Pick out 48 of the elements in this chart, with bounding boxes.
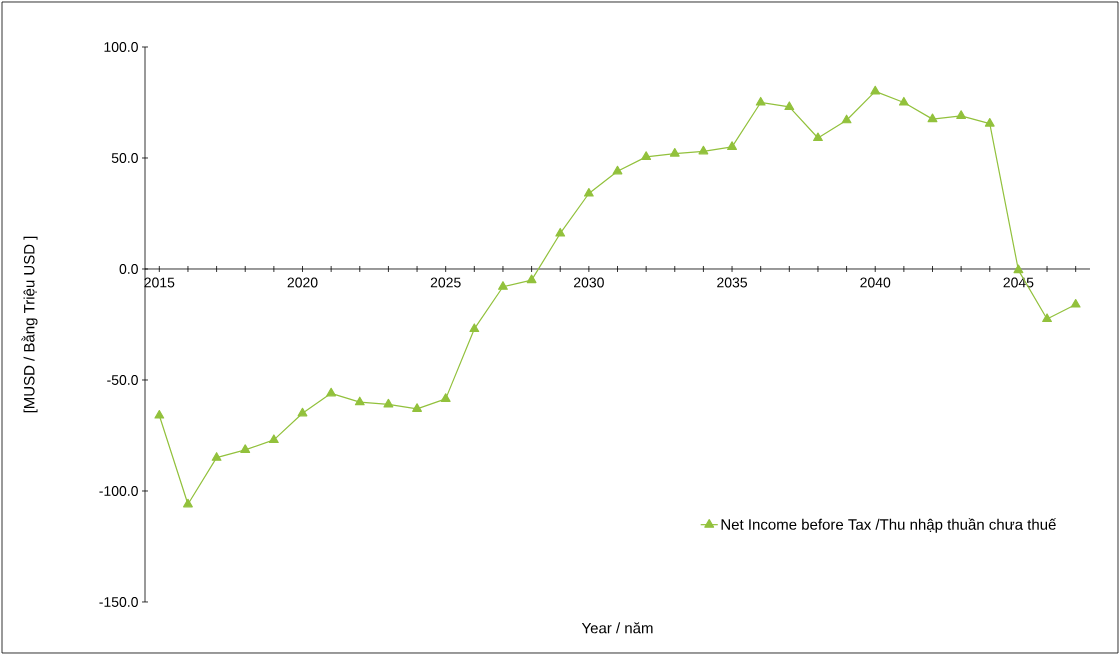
point [526, 274, 537, 284]
x-tick-label: 2015 [144, 277, 175, 288]
point [383, 398, 394, 408]
point [1070, 298, 1081, 308]
x-tick-label: 2025 [430, 277, 461, 288]
point [984, 117, 995, 127]
y-tick-label: -150.0 [99, 597, 138, 607]
point [641, 151, 652, 160]
y-tick-label: -50.0 [107, 375, 138, 385]
y-tick-label: 0.0 [119, 264, 138, 274]
point [297, 407, 308, 417]
point [784, 101, 795, 111]
point [326, 387, 337, 397]
point [583, 187, 594, 197]
point [870, 85, 881, 95]
point [440, 393, 451, 402]
point [612, 165, 623, 175]
point [698, 145, 709, 155]
y-axis-title: [MUSD / Bằng Triệu USD ] [21, 236, 38, 413]
point [841, 114, 852, 124]
point [1013, 264, 1024, 274]
x-tick-label: 2030 [574, 277, 604, 288]
point [755, 96, 766, 106]
point [268, 434, 279, 444]
point [211, 452, 222, 461]
point [927, 113, 938, 123]
y-tick-label: 50.0 [111, 153, 138, 163]
x-tick-label: 2020 [287, 277, 318, 288]
x-axis-title: Year / năm [581, 622, 653, 634]
point [813, 132, 823, 142]
point [498, 281, 508, 290]
y-tick-label: 100.0 [104, 42, 138, 52]
point [1042, 313, 1052, 323]
point [727, 141, 737, 150]
point [183, 498, 193, 508]
legend-label: Net Income before Tax /Thu nhập thuần chưa thuế [721, 518, 1057, 533]
point [412, 403, 422, 412]
x-tick-label: 2035 [717, 277, 748, 288]
y-tick-label: -100.0 [99, 486, 138, 496]
point [898, 96, 909, 106]
x-tick-label: 2040 [860, 277, 891, 288]
point [154, 409, 165, 419]
point [555, 227, 566, 237]
point [354, 396, 365, 406]
point [469, 323, 480, 333]
point [240, 444, 251, 454]
point [956, 110, 967, 119]
point [669, 147, 680, 157]
